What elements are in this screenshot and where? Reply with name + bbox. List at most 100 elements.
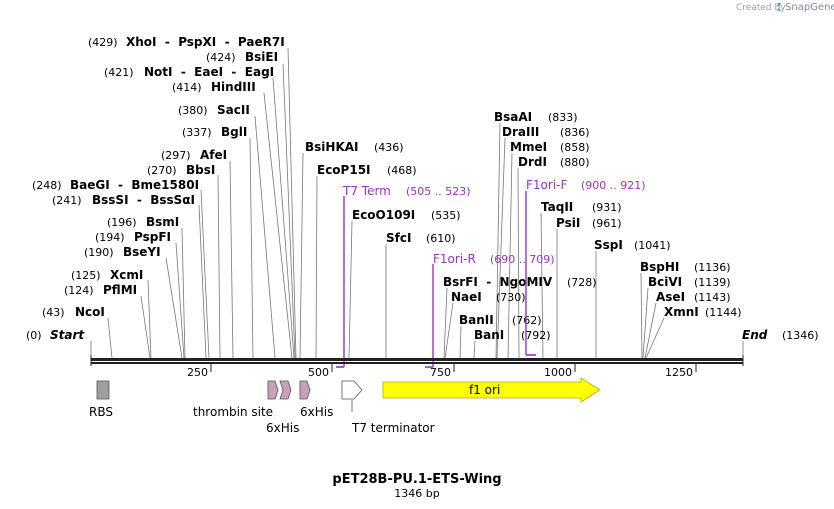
svg-text:XhoI - PspXI - PaeR7I: XhoI - PspXI - PaeR7I xyxy=(126,35,285,49)
leader-bbsi xyxy=(217,174,221,359)
site-sfci: SfcI (610) xyxy=(386,231,456,245)
svg-text:BsiEI: BsiEI xyxy=(245,50,278,64)
svg-text:XmnI: XmnI xyxy=(664,305,699,319)
svg-text:(610): (610) xyxy=(426,232,456,245)
leader-mmei xyxy=(507,152,513,359)
site-xcmi: (125) XcmI xyxy=(71,268,143,282)
site-bsihkai: BsiHKAI (436) xyxy=(305,140,404,154)
svg-text:XcmI: XcmI xyxy=(110,268,143,282)
svg-text:EcoO109I: EcoO109I xyxy=(352,208,415,222)
svg-text:(1143): (1143) xyxy=(694,291,731,304)
svg-text:EcoP15I: EcoP15I xyxy=(317,163,371,177)
svg-text:NaeI: NaeI xyxy=(451,290,482,304)
svg-text:(270): (270) xyxy=(147,164,177,177)
feature-t7-terminator[interactable]: T7 terminator xyxy=(341,380,435,435)
site-bsiei: (424) BsiEI xyxy=(206,50,278,64)
svg-text:(833): (833) xyxy=(548,111,578,124)
leader-ecoo109i xyxy=(348,220,353,359)
svg-text:(194): (194) xyxy=(95,231,125,244)
sequence-backbone xyxy=(90,355,744,366)
leader-pspfi xyxy=(175,242,185,359)
tick-500: 500 xyxy=(308,366,329,379)
leader-pflmi xyxy=(140,295,151,359)
svg-text:(421): (421) xyxy=(104,66,134,79)
svg-text:DrdI: DrdI xyxy=(518,155,547,169)
svg-text:MmeI: MmeI xyxy=(510,140,547,154)
created-by-text: Created by xyxy=(736,3,786,13)
site-bsmi: (196) BsmI xyxy=(107,215,179,229)
svg-text:(1136): (1136) xyxy=(694,261,731,274)
svg-text:(414): (414) xyxy=(172,81,202,94)
svg-text:BciVI: BciVI xyxy=(648,275,682,289)
svg-text:PsiI: PsiI xyxy=(556,216,580,230)
leader-bsssi xyxy=(198,204,207,359)
svg-text:BsaAI: BsaAI xyxy=(494,110,532,124)
primer-t7-term[interactable]: T7 Term (505 .. 523) xyxy=(336,184,471,368)
svg-text:NcoI: NcoI xyxy=(75,305,105,319)
svg-text:(880): (880) xyxy=(560,156,590,169)
svg-text:(858): (858) xyxy=(560,141,590,154)
svg-text:NotI - EaeI - EagI: NotI - EaeI - EagI xyxy=(144,65,274,79)
svg-text:(248): (248) xyxy=(32,179,62,192)
leader-bsaai xyxy=(495,122,501,359)
svg-text:(124): (124) xyxy=(64,284,94,297)
feature-6xhis-1[interactable]: 6xHis xyxy=(266,380,299,435)
site-asei: AseI (1143) xyxy=(656,290,731,304)
svg-text:AseI: AseI xyxy=(656,290,685,304)
feature-rbs[interactable]: RBS xyxy=(89,380,113,419)
svg-text:(436): (436) xyxy=(374,141,404,154)
svg-text:SacII: SacII xyxy=(217,103,250,117)
site-xmni: XmnI (1144) xyxy=(664,305,742,319)
svg-text:(337): (337) xyxy=(182,126,212,139)
site-pspfi: (194) PspFI xyxy=(95,230,171,244)
leader-baegi xyxy=(200,189,210,359)
svg-text:T7 Term: T7 Term xyxy=(342,184,391,198)
leader-xmni xyxy=(645,317,665,359)
leader-bgli xyxy=(249,137,254,359)
site-hindiii: (414) HindIII xyxy=(172,80,256,94)
svg-text:(961): (961) xyxy=(592,217,622,230)
feature-thrombin-site[interactable]: thrombin site xyxy=(193,380,292,419)
svg-text:End: End xyxy=(742,328,768,342)
site-sspi: SspI (1041) xyxy=(594,238,671,252)
site-pflmi: (124) PflMI xyxy=(64,283,137,297)
primer-f1ori-r[interactable]: F1ori-R (690 .. 709) xyxy=(425,252,555,368)
leader-naei xyxy=(444,302,454,359)
ruler xyxy=(210,364,697,372)
site-leader-lines xyxy=(90,47,744,359)
svg-text:F1ori-R: F1ori-R xyxy=(433,252,476,266)
svg-text:(429): (429) xyxy=(88,36,118,49)
svg-text:(1346): (1346) xyxy=(782,329,819,342)
end-marker: End (1346) xyxy=(742,328,819,342)
site-naei: NaeI (730) xyxy=(451,290,526,304)
leader-banii xyxy=(459,325,462,359)
leader-bsihkai xyxy=(299,152,304,359)
primer-f1ori-f[interactable]: F1ori-F (900 .. 921) xyxy=(525,178,646,356)
leader-asei xyxy=(644,302,657,359)
tick-750: 750 xyxy=(430,366,451,379)
leader-afei xyxy=(229,160,234,359)
svg-text:(762): (762) xyxy=(512,314,542,327)
site-baegi: (248) BaeGI - Bme1580I xyxy=(32,178,199,192)
leader-bsrfi xyxy=(443,287,448,359)
svg-text:RBS: RBS xyxy=(89,405,113,419)
svg-text:(505 .. 523): (505 .. 523) xyxy=(406,185,471,198)
site-draiii: DraIII (836) xyxy=(502,125,590,139)
leader-xcmi xyxy=(147,279,152,359)
svg-text:(125): (125) xyxy=(71,269,101,282)
site-drdi: DrdI (880) xyxy=(518,155,590,169)
leader-bseyi xyxy=(165,257,183,359)
svg-text:AfeI: AfeI xyxy=(200,148,227,162)
feature-6xhis-2[interactable]: 6xHis xyxy=(299,380,333,419)
svg-text:BsiHKAI: BsiHKAI xyxy=(305,140,359,154)
svg-text:BbsI: BbsI xyxy=(186,163,215,177)
svg-text:(196): (196) xyxy=(107,216,137,229)
leader-draiii xyxy=(496,137,506,359)
site-bsssi: (241) BssSI - BssSαI xyxy=(52,193,195,207)
snapgene-brand: SnapGene xyxy=(785,2,834,13)
svg-text:BsmI: BsmI xyxy=(146,215,179,229)
feature-f1-ori[interactable]: f1 ori xyxy=(382,377,601,403)
site-bsrfi: BsrFI - NgoMIV (728) xyxy=(443,275,597,289)
svg-text:T7 terminator: T7 terminator xyxy=(351,421,435,435)
svg-text:(836): (836) xyxy=(560,126,590,139)
